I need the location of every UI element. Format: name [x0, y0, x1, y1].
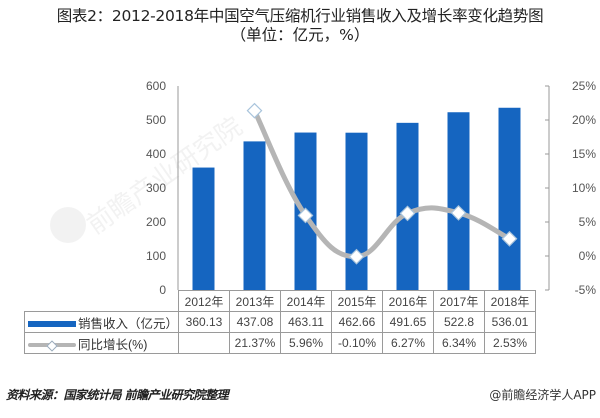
right-axis-ticks: 25% 20% 15% 10% 5% 0% -5%: [545, 79, 596, 297]
left-tick-label: 600: [146, 79, 166, 93]
right-tick-label: 10%: [572, 181, 596, 195]
bar-legend-icon: [28, 321, 76, 328]
chart-title: 图表2：2012-2018年中国空气压缩机行业销售收入及增长率变化趋势图: [56, 7, 544, 25]
revenue-cell: 491.65: [382, 311, 435, 333]
source-note: 资料来源：国家统计局 前瞻产业研究院整理: [6, 388, 229, 402]
right-tick-label: 0%: [579, 249, 597, 263]
revenue-cell: 522.8: [433, 311, 486, 333]
year-cell: 2015年: [331, 290, 384, 312]
revenue-cell: 437.08: [229, 311, 282, 333]
revenue-bar: [447, 112, 470, 290]
right-tick-label: 25%: [572, 79, 596, 93]
table-header-row: 2012年 2013年 2014年 2015年 2016年 2017年 2018…: [25, 290, 537, 312]
left-tick-label: 300: [146, 181, 166, 195]
growth-markers: [246, 102, 518, 265]
table-row-revenue: 销售收入（亿元） 360.13 437.08 463.11 462.66 491…: [23, 311, 537, 333]
legend-revenue: 销售收入（亿元）: [23, 311, 180, 333]
growth-marker: [399, 205, 416, 222]
growth-cell: 6.34%: [433, 332, 486, 354]
growth-cell: 5.96%: [280, 332, 333, 354]
left-axis-ticks: 600 500 400 300 200 100 0: [146, 79, 166, 297]
year-cell: 2018年: [484, 290, 537, 312]
data-table: 2012年 2013年 2014年 2015年 2016年 2017年 2018…: [23, 290, 537, 354]
left-tick-label: 100: [146, 249, 166, 263]
growth-marker: [501, 230, 518, 247]
right-tick-label: -5%: [575, 283, 597, 297]
chart-subtitle: （单位：亿元，%）: [230, 26, 370, 44]
year-cell: 2017年: [433, 290, 486, 312]
left-tick-label: 200: [146, 215, 166, 229]
growth-cell: 2.53%: [484, 332, 537, 354]
revenue-cell: 536.01: [484, 311, 537, 333]
right-tick-label: 5%: [579, 215, 597, 229]
table-row-growth: 同比增长(%) 21.37% 5.96% -0.10% 6.27% 6.34% …: [23, 332, 537, 354]
revenue-bar: [498, 107, 521, 291]
growth-cell: 21.37%: [229, 332, 282, 354]
right-tick-label: 20%: [572, 113, 596, 127]
revenue-bar: [192, 167, 215, 290]
revenue-bars: [192, 107, 521, 291]
revenue-cell: 463.11: [280, 311, 333, 333]
left-tick-label: 400: [146, 147, 166, 161]
growth-marker: [450, 204, 467, 221]
revenue-cell: 360.13: [178, 311, 231, 333]
revenue-bar: [345, 132, 368, 290]
growth-cell: -0.10%: [331, 332, 384, 354]
left-tick-label: 0: [159, 283, 166, 297]
growth-marker: [297, 207, 314, 224]
right-tick-label: 15%: [572, 147, 596, 161]
revenue-bar: [243, 141, 266, 290]
growth-cell: 6.27%: [382, 332, 435, 354]
year-cell: 2012年: [178, 290, 231, 312]
line-legend-icon: [28, 342, 76, 348]
growth-marker: [246, 102, 263, 119]
growth-line: [252, 108, 512, 260]
left-tick-label: 500: [146, 113, 166, 127]
credit-note: @前瞻经济学人APP: [489, 388, 596, 402]
year-cell: 2016年: [382, 290, 435, 312]
legend-growth: 同比增长(%): [23, 332, 180, 354]
revenue-cell: 462.66: [331, 311, 384, 333]
year-cell: 2013年: [229, 290, 282, 312]
growth-cell: [178, 332, 231, 354]
growth-marker: [348, 248, 365, 265]
year-cell: 2014年: [280, 290, 333, 312]
